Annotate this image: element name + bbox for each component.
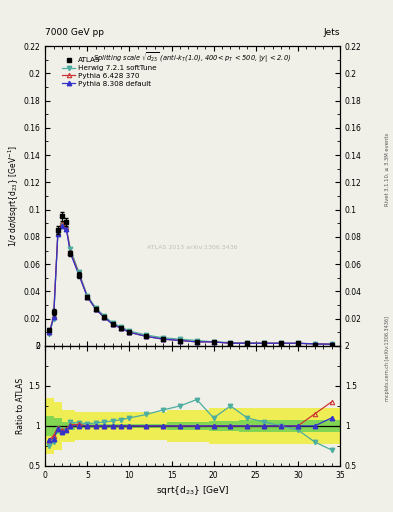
Y-axis label: Ratio to ATLAS: Ratio to ATLAS [17,378,26,434]
Text: 7000 GeV pp: 7000 GeV pp [45,28,104,37]
Text: Splitting scale $\sqrt{d_{23}}$ (anti-$k_T$(1.0), 400< $p_T$ < 500, |y| < 2.0): Splitting scale $\sqrt{d_{23}}$ (anti-$k… [94,51,292,65]
Text: mcplots.cern.ch [arXiv:1306.3436]: mcplots.cern.ch [arXiv:1306.3436] [385,316,389,401]
Text: Jets: Jets [323,28,340,37]
Y-axis label: 1/$\sigma$ d$\sigma$/dsqrt{d$_{23}$} [GeV$^{-1}$]: 1/$\sigma$ d$\sigma$/dsqrt{d$_{23}$} [Ge… [6,145,20,247]
Text: ATLAS 2013 arXiv:1306.3436: ATLAS 2013 arXiv:1306.3436 [147,245,238,249]
X-axis label: sqrt{d$_{23}$} [GeV]: sqrt{d$_{23}$} [GeV] [156,484,229,497]
Text: Rivet 3.1.10, ≥ 3.3M events: Rivet 3.1.10, ≥ 3.3M events [385,132,389,206]
Legend: ATLAS, Herwig 7.2.1 softTune, Pythia 6.428 370, Pythia 8.308 default: ATLAS, Herwig 7.2.1 softTune, Pythia 6.4… [61,56,158,88]
